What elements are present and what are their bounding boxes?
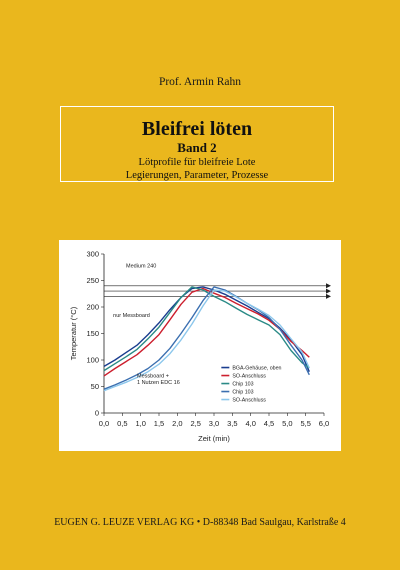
annotation-messboard: Messboard + [137,373,169,379]
x-tick-label: 4,5 [264,419,274,428]
legend-label: Chip 103 [232,382,253,388]
book-title: Bleifrei löten [141,118,253,140]
author-name: Prof. Armin Rahn [158,76,242,88]
x-tick-label: 2,5 [190,419,200,428]
y-axis-title: Temperatur (°C) [69,306,78,360]
x-tick-label: 1,5 [154,419,164,428]
y-tick-label: 250 [86,276,99,285]
y-tick-label: 50 [91,382,99,391]
legend-label: SO-Anschluss [232,374,266,380]
publisher-line: EUGEN G. LEUZE VERLAG KG • D-88348 Bad S… [54,517,346,528]
subtitle-line-1: Lötprofile für bleifreie Lote [138,157,256,168]
y-tick-label: 200 [86,303,99,312]
reference-arrow [326,283,331,289]
annotation-nur-messboard: nur Messboard [113,313,150,319]
x-tick-label: 1,0 [135,419,145,428]
x-tick-label: 5,0 [282,419,292,428]
series-line-4 [103,286,310,390]
y-tick-label: 100 [86,356,99,365]
y-tick-label: 150 [86,329,99,338]
x-tick-label: 0,0 [99,419,109,428]
legend-label: SO-Anschluss [232,398,266,404]
title-frame: Bleifrei löten Band 2 Lötprofile für ble… [60,106,334,182]
y-tick-label: 0 [95,409,99,418]
y-tick-label: 300 [86,250,99,259]
volume-label: Band 2 [177,140,217,155]
annotation-nutzen: 1 Nutzen EDC 16 [137,380,180,386]
x-axis-title: Zeit (min) [198,434,230,443]
chart-panel: 0,0 0,5 1,0 1,5 2,0 2,5 3,0 3,5 4,0 4,5 5,0 5,5 6,0 0… [59,240,341,451]
x-tick-label: 5,5 [300,419,310,428]
reference-arrow [326,293,331,299]
x-tick-label: 3,0 [209,419,219,428]
annotation-medium: Medium 240 [126,263,156,269]
legend-label: Chip 103 [232,390,253,396]
soldering-profile-chart: 0,0 0,5 1,0 1,5 2,0 2,5 3,0 3,5 4,0 4,5 5,0 5,5 6,0 0… [69,250,331,443]
x-tick-label: 2,0 [172,419,182,428]
subtitle-line-2: Legierungen, Parameter, Prozesse [125,170,269,181]
x-tick-label: 3,5 [227,419,237,428]
reference-arrow [326,288,331,294]
series-line-5 [103,289,310,392]
x-tick-label: 0,5 [117,419,127,428]
x-tick-label: 4,0 [245,419,255,428]
legend-label: BGA-Gehäuse, oben [232,366,281,372]
x-tick-label: 6,0 [319,419,329,428]
